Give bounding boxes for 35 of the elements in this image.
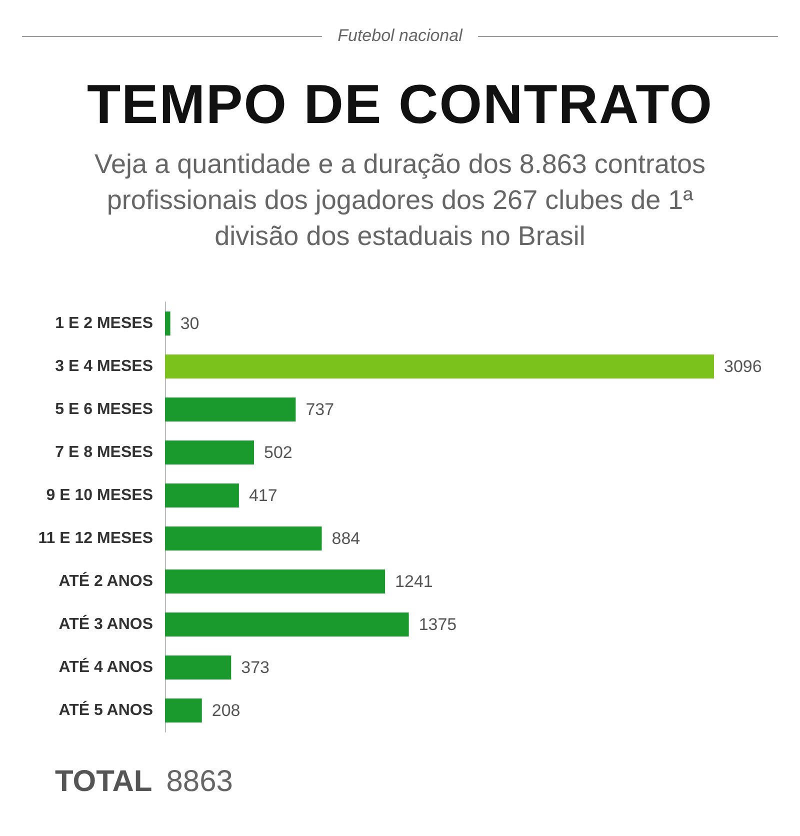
- bar: [165, 570, 386, 594]
- data-label: 1241: [395, 572, 433, 591]
- y-tick-label: 3 E 4 MESES: [55, 358, 154, 375]
- y-tick-label: ATÉ 4 ANOS: [58, 657, 154, 676]
- y-tick-label: ATÉ 2 ANOS: [58, 571, 154, 590]
- chart-title: TEMPO DE CONTRATO: [86, 72, 714, 136]
- y-tick-label: 1 E 2 MESES: [55, 315, 154, 332]
- data-label: 417: [248, 486, 278, 505]
- data-label: 373: [241, 658, 270, 677]
- chart-subtitle: Veja a quantidade e a duração dos 8.863 contratos profissionais dos jogadores dos 267 clubes de 1ª divisão dos estaduais no Brasil: [94, 148, 706, 253]
- y-tick-label: ATÉ 5 ANOS: [58, 700, 154, 719]
- y-tick-label: 11 E 12 MESES: [38, 530, 154, 547]
- data-label: 884: [332, 529, 360, 548]
- y-tick-label: ATÉ 3 ANOS: [58, 614, 154, 633]
- bar: [165, 398, 296, 422]
- data-label: 30: [180, 314, 200, 333]
- y-tick-label: 9 E 10 MESES: [46, 487, 154, 504]
- bar: [165, 440, 254, 464]
- data-label: 1375: [418, 615, 457, 634]
- bar: [165, 698, 202, 722]
- text: 8863: [166, 765, 233, 798]
- bar: [165, 354, 714, 378]
- text: Futebol nacional: [338, 26, 462, 46]
- y-tick-label: 7 E 8 MESES: [55, 444, 154, 461]
- y-tick-label: 5 E 6 MESES: [55, 401, 154, 418]
- data-label: 737: [306, 400, 334, 419]
- bar: [165, 612, 409, 636]
- bar: [165, 484, 239, 508]
- bar: [165, 656, 232, 680]
- text: TOTAL: [55, 765, 152, 798]
- data-label: 3096: [724, 357, 762, 376]
- data-label: 502: [264, 443, 292, 462]
- data-label: 208: [212, 701, 240, 720]
- bar: [165, 526, 322, 550]
- bar: [165, 312, 170, 336]
